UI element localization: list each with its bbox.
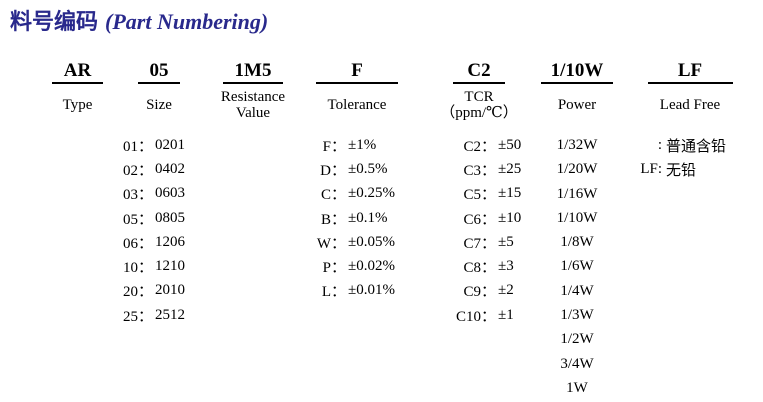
power-item: 1/8W bbox=[560, 234, 594, 251]
resistance-label-line1: Resistance bbox=[220, 89, 286, 105]
tolerance-item: F： ±1% bbox=[322, 136, 377, 155]
power-item: 1/20W bbox=[556, 161, 598, 178]
part-code-power: 1/10W bbox=[541, 60, 613, 84]
part-code-leadfree: LF bbox=[647, 60, 733, 84]
power-item: 1/4W bbox=[560, 282, 594, 299]
tcr-code-header: C2 bbox=[424, 60, 534, 84]
column-power: 1/10W Power 1/32W 1/20W 1/16W 1/10W 1/8W… bbox=[522, 60, 632, 400]
tolerance-item: C： ±0.25% bbox=[320, 185, 395, 204]
tcr-label: TCR （ppm/℃） bbox=[424, 87, 534, 123]
leadfree-item: LF: 无铅 bbox=[640, 160, 697, 179]
type-label-line: Type bbox=[62, 97, 93, 113]
tolerance-item: P： ±0.02% bbox=[322, 258, 395, 277]
leadfree-label: Lead Free bbox=[628, 87, 752, 123]
size-item: 06： 1206 bbox=[122, 233, 185, 252]
type-code-header: AR bbox=[30, 60, 125, 84]
size-item: 02： 0402 bbox=[122, 160, 185, 179]
column-tolerance: F Tolerance F： ±1% D： ±0.5% C： ±0.25% B： ±0.… bbox=[302, 60, 412, 303]
size-item: 10： 1210 bbox=[122, 258, 185, 277]
size-label: Size bbox=[105, 87, 213, 123]
part-code-tolerance: F bbox=[316, 60, 398, 84]
power-item: 3/4W bbox=[560, 355, 594, 372]
resistance-label: Resistance Value bbox=[193, 87, 313, 123]
column-size: 05 Size 01： 0201 02： 0402 03： 0603 05： 0805 … bbox=[105, 60, 213, 327]
tcr-item: C6： ±10 bbox=[463, 209, 522, 228]
tolerance-label: Tolerance bbox=[302, 87, 412, 123]
power-label-line: Power bbox=[557, 97, 597, 113]
tcr-item: C9： ±2 bbox=[463, 282, 514, 301]
size-label-line: Size bbox=[146, 97, 172, 113]
leadfree-code-header: LF bbox=[628, 60, 752, 84]
column-lead-free: LF Lead Free : 普通含铅 LF: 无铅 bbox=[628, 60, 752, 182]
leadfree-item: : 普通含铅 bbox=[657, 136, 727, 155]
power-item: 1/6W bbox=[560, 258, 594, 275]
size-item: 03： 0603 bbox=[122, 185, 185, 204]
tcr-item: C10： ±1 bbox=[455, 306, 514, 325]
page-title-english: (Part Numbering) bbox=[105, 9, 269, 34]
tcr-item: C8： ±3 bbox=[463, 258, 514, 277]
tolerance-list: F： ±1% D： ±0.5% C： ±0.25% B： ±0.1% W： ±0.05% … bbox=[302, 133, 412, 303]
size-item: 25： 2512 bbox=[122, 306, 185, 325]
part-code-size: 05 bbox=[138, 60, 180, 84]
power-list: 1/32W 1/20W 1/16W 1/10W 1/8W 1/6W 1/4W 1… bbox=[522, 133, 632, 400]
part-code-resistance: 1M5 bbox=[223, 60, 283, 84]
power-item: 1/3W bbox=[560, 307, 594, 324]
column-type: AR Type bbox=[30, 60, 125, 123]
page-title-chinese: 料号编码 bbox=[10, 9, 99, 34]
power-item: 1/2W bbox=[560, 331, 594, 348]
tcr-list: C2： ±50 C3： ±25 C5： ±15 C6： ±10 C7： ±5 C8： ±3 … bbox=[424, 133, 534, 327]
tolerance-code-header: F bbox=[302, 60, 412, 84]
column-resistance-value: 1M5 Resistance Value bbox=[193, 60, 313, 123]
tcr-item: C7： ±5 bbox=[463, 233, 514, 252]
tcr-item: C3： ±25 bbox=[463, 160, 522, 179]
tcr-item: C2： ±50 bbox=[463, 136, 522, 155]
power-label: Power bbox=[522, 87, 632, 123]
tolerance-item: W： ±0.05% bbox=[316, 233, 395, 252]
tcr-item: C5： ±15 bbox=[463, 185, 522, 204]
size-list: 01： 0201 02： 0402 03： 0603 05： 0805 06： 1206 … bbox=[105, 133, 213, 327]
size-item: 05： 0805 bbox=[122, 209, 185, 228]
tcr-label-line1: TCR bbox=[464, 89, 494, 105]
tolerance-item: L： ±0.01% bbox=[321, 282, 395, 301]
page-title: 料号编码 (Part Numbering) bbox=[10, 4, 268, 36]
resistance-label-line2: Value bbox=[235, 105, 271, 121]
size-code-header: 05 bbox=[105, 60, 213, 84]
tolerance-label-line: Tolerance bbox=[327, 97, 387, 113]
power-item: 1/10W bbox=[556, 209, 598, 226]
leadfree-label-line: Lead Free bbox=[659, 97, 721, 113]
resistance-code-header: 1M5 bbox=[193, 60, 313, 84]
power-item: 1/16W bbox=[556, 185, 598, 202]
size-item: 20： 2010 bbox=[122, 282, 185, 301]
tolerance-item: B： ±0.1% bbox=[320, 209, 388, 228]
tcr-label-line2: （ppm/℃） bbox=[440, 105, 518, 121]
power-item: 1/32W bbox=[556, 137, 598, 153]
part-code-tcr: C2 bbox=[453, 60, 505, 84]
part-code-type: AR bbox=[52, 60, 103, 84]
tolerance-item: D： ±0.5% bbox=[320, 160, 388, 179]
leadfree-list: : 普通含铅 LF: 无铅 bbox=[628, 133, 752, 182]
power-code-header: 1/10W bbox=[522, 60, 632, 84]
size-item: 01： 0201 bbox=[122, 136, 185, 155]
power-item: 1W bbox=[566, 379, 588, 396]
type-label: Type bbox=[30, 87, 125, 123]
column-tcr: C2 TCR （ppm/℃） C2： ±50 C3： ±25 C5： ±15 C6： ±… bbox=[424, 60, 534, 327]
